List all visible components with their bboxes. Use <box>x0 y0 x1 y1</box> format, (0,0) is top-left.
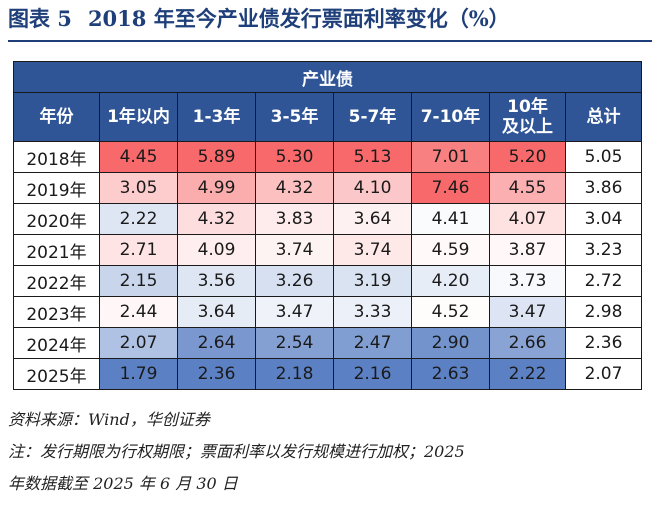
value-cell: 4.55 <box>489 172 566 204</box>
value-cell: 2.36 <box>565 327 642 359</box>
value-cell: 4.59 <box>411 234 490 266</box>
value-cell: 7.46 <box>411 172 490 204</box>
title-rule <box>8 40 652 42</box>
table-row: 2022年 2.15 3.56 3.26 3.19 4.20 3.73 2.72 <box>13 265 642 297</box>
value-cell: 3.83 <box>255 203 334 235</box>
value-cell: 3.33 <box>333 296 412 328</box>
value-cell: 4.20 <box>411 265 490 297</box>
value-cell: 4.41 <box>411 203 490 235</box>
source-note: 资料来源：Wind，华创证券 <box>8 410 210 429</box>
value-cell: 3.23 <box>565 234 642 266</box>
value-cell: 3.47 <box>255 296 334 328</box>
value-cell: 2.66 <box>489 327 566 359</box>
value-cell: 5.30 <box>255 141 334 173</box>
figure-label: 图表 5 <box>8 6 72 31</box>
figure-title-text: 2018 年至今产业债发行票面利率变化（%） <box>87 6 510 31</box>
value-cell: 3.74 <box>255 234 334 266</box>
value-cell: 2.16 <box>333 358 412 390</box>
year-cell: 2022年 <box>13 265 100 297</box>
value-cell: 4.52 <box>411 296 490 328</box>
value-cell: 3.64 <box>333 203 412 235</box>
value-cell: 3.56 <box>177 265 256 297</box>
column-header: 年份 <box>13 92 100 142</box>
value-cell: 3.73 <box>489 265 566 297</box>
value-cell: 4.07 <box>489 203 566 235</box>
value-cell: 4.10 <box>333 172 412 204</box>
value-cell: 2.22 <box>99 203 178 235</box>
table-row: 2025年 1.79 2.36 2.18 2.16 2.63 2.22 2.07 <box>13 358 642 390</box>
column-header: 7-10年 <box>411 92 490 142</box>
value-cell: 5.89 <box>177 141 256 173</box>
footnote-line-1: 注：发行期限为行权期限；票面利率以发行规模进行加权；2025 <box>8 442 465 461</box>
value-cell: 3.19 <box>333 265 412 297</box>
figure-title: 图表 5 2018 年至今产业债发行票面利率变化（%） <box>8 4 652 34</box>
column-header: 5-7年 <box>333 92 412 142</box>
value-cell: 4.99 <box>177 172 256 204</box>
year-cell: 2021年 <box>13 234 100 266</box>
value-cell: 1.79 <box>99 358 178 390</box>
table-row: 2023年 2.44 3.64 3.47 3.33 4.52 3.47 2.98 <box>13 296 642 328</box>
value-cell: 5.20 <box>489 141 566 173</box>
notes: 资料来源：Wind，华创证券 注：发行期限为行权期限；票面利率以发行规模进行加权… <box>8 404 656 500</box>
value-cell: 2.07 <box>99 327 178 359</box>
value-cell: 2.15 <box>99 265 178 297</box>
value-cell: 3.87 <box>489 234 566 266</box>
group-header: 产业债 <box>13 61 642 93</box>
value-cell: 3.47 <box>489 296 566 328</box>
table-row: 2019年 3.05 4.99 4.32 4.10 7.46 4.55 3.86 <box>13 172 642 204</box>
value-cell: 5.13 <box>333 141 412 173</box>
value-cell: 2.18 <box>255 358 334 390</box>
year-cell: 2018年 <box>13 141 100 173</box>
rate-table: 产业债 年份 1年以内 1-3年 3-5年 5-7年 7-10年 10年及以上 总计 2018… <box>13 61 642 390</box>
value-cell: 3.86 <box>565 172 642 204</box>
value-cell: 3.74 <box>333 234 412 266</box>
value-cell: 2.07 <box>565 358 642 390</box>
value-cell: 4.45 <box>99 141 178 173</box>
footnote-line-2: 年数据截至 2025 年 6 月 30 日 <box>8 474 238 493</box>
value-cell: 4.09 <box>177 234 256 266</box>
value-cell: 2.47 <box>333 327 412 359</box>
value-cell: 3.04 <box>565 203 642 235</box>
column-header: 3-5年 <box>255 92 334 142</box>
table-row: 2021年 2.71 4.09 3.74 3.74 4.59 3.87 3.23 <box>13 234 642 266</box>
value-cell: 2.22 <box>489 358 566 390</box>
value-cell: 2.44 <box>99 296 178 328</box>
year-cell: 2024年 <box>13 327 100 359</box>
column-header-row: 年份 1年以内 1-3年 3-5年 5-7年 7-10年 10年及以上 总计 <box>13 92 642 142</box>
value-cell: 2.98 <box>565 296 642 328</box>
value-cell: 7.01 <box>411 141 490 173</box>
table-row: 2018年 4.45 5.89 5.30 5.13 7.01 5.20 5.05 <box>13 141 642 173</box>
column-header: 1年以内 <box>99 92 178 142</box>
value-cell: 2.36 <box>177 358 256 390</box>
column-header: 1-3年 <box>177 92 256 142</box>
value-cell: 2.63 <box>411 358 490 390</box>
value-cell: 3.26 <box>255 265 334 297</box>
value-cell: 4.32 <box>255 172 334 204</box>
value-cell: 2.64 <box>177 327 256 359</box>
value-cell: 2.71 <box>99 234 178 266</box>
column-header: 总计 <box>565 92 642 142</box>
year-cell: 2023年 <box>13 296 100 328</box>
value-cell: 2.90 <box>411 327 490 359</box>
value-cell: 2.54 <box>255 327 334 359</box>
table-body: 2018年 4.45 5.89 5.30 5.13 7.01 5.20 5.05 2019年 3.… <box>13 141 642 390</box>
value-cell: 2.72 <box>565 265 642 297</box>
value-cell: 3.64 <box>177 296 256 328</box>
value-cell: 5.05 <box>565 141 642 173</box>
table-row: 2020年 2.22 4.32 3.83 3.64 4.41 4.07 3.04 <box>13 203 642 235</box>
value-cell: 3.05 <box>99 172 178 204</box>
table-row: 2024年 2.07 2.64 2.54 2.47 2.90 2.66 2.36 <box>13 327 642 359</box>
value-cell: 4.32 <box>177 203 256 235</box>
year-cell: 2019年 <box>13 172 100 204</box>
year-cell: 2025年 <box>13 358 100 390</box>
year-cell: 2020年 <box>13 203 100 235</box>
column-header: 10年及以上 <box>489 92 566 142</box>
